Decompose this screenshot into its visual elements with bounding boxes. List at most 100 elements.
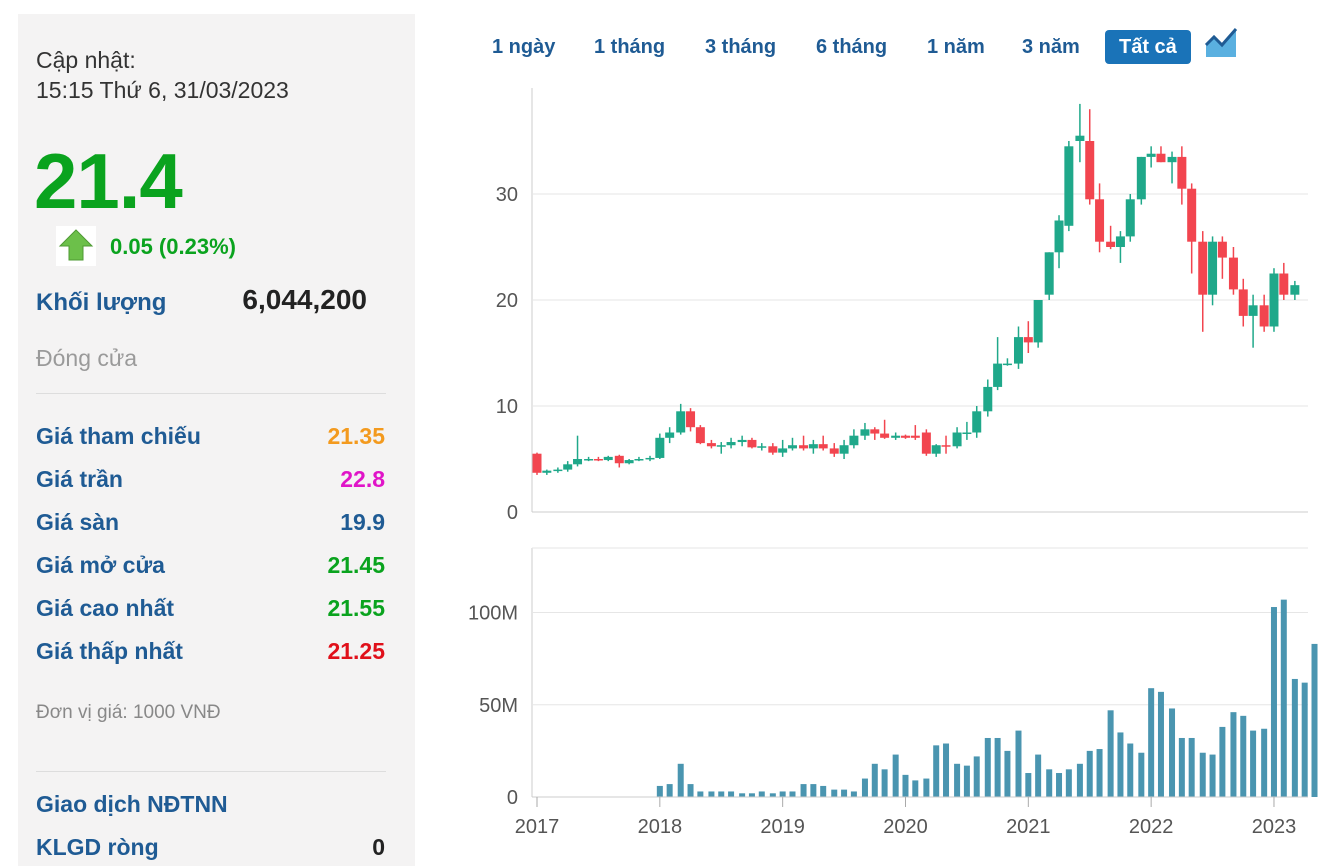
volume-bar [718, 791, 725, 797]
volume-bar [1025, 773, 1032, 797]
tab-all[interactable]: Tất cả [1105, 30, 1191, 64]
volume-bar [1004, 750, 1011, 797]
candle-body [983, 386, 993, 412]
candle-body [614, 455, 624, 464]
candle-body [584, 459, 594, 461]
candle-body [1115, 236, 1125, 247]
tab-1-day[interactable]: 1 ngày [492, 36, 556, 58]
volume-bar [779, 791, 786, 797]
candle-body [747, 439, 757, 448]
foreign-trading-title: Giao dịch NĐTNN [36, 791, 228, 817]
update-time: 15:15 Thứ 6, 31/03/2023 [36, 77, 289, 103]
candle-body [686, 411, 696, 428]
candle-body [593, 459, 603, 461]
volume-bar [739, 793, 746, 797]
volume-bar [1148, 688, 1155, 797]
volume-bar [1046, 769, 1053, 797]
divider [36, 393, 386, 394]
candle-body [1013, 337, 1023, 364]
volume-bar [1065, 769, 1072, 797]
candle-body [829, 448, 839, 454]
candle-body [542, 470, 552, 473]
volume-bar [666, 784, 673, 797]
volume-bar [748, 793, 755, 797]
volume-bar [800, 784, 807, 797]
candle-body [870, 429, 880, 434]
tab-6-months[interactable]: 6 tháng [816, 36, 888, 58]
x-tick-label: 2023 [1252, 816, 1297, 838]
candle-body [931, 445, 941, 454]
candle-body [808, 444, 818, 449]
high-price-label: Giá cao nhất [36, 595, 175, 621]
ref-price-value: 21.35 [327, 423, 385, 449]
candle-body [737, 439, 747, 443]
candle-body [1125, 199, 1135, 237]
candle-body [880, 433, 890, 438]
candle-body [849, 435, 859, 446]
candle-body [900, 435, 910, 438]
volume-bar [1138, 752, 1145, 797]
volume-bar [1199, 752, 1206, 797]
candle-body [716, 445, 726, 447]
tab-1-month[interactable]: 1 tháng [594, 36, 666, 58]
volume-bar [1117, 732, 1124, 797]
volume-bar [1230, 712, 1237, 797]
tab-3-years[interactable]: 3 năm [1022, 36, 1080, 58]
volume-value: 6,044,200 [242, 284, 367, 315]
volume-bar [1311, 643, 1318, 797]
candle-body [1085, 141, 1095, 200]
candle-body [1075, 135, 1085, 141]
candle-body [1167, 156, 1177, 163]
volume-bar [841, 789, 848, 797]
tab-1-year[interactable]: 1 năm [927, 36, 985, 58]
foreign-net-value: 0 [372, 834, 385, 860]
volume-bar [1188, 737, 1195, 797]
tab-3-months[interactable]: 3 tháng [705, 36, 777, 58]
volume-bar [820, 785, 827, 797]
chart-type-icon[interactable] [1204, 27, 1238, 64]
candle-body [1198, 241, 1208, 295]
candle-body [1002, 363, 1012, 366]
ceiling-price-label: Giá trần [36, 466, 123, 492]
candle-body [1106, 241, 1116, 247]
volume-bar [912, 780, 919, 797]
candle-body [1259, 305, 1269, 327]
update-label: Cập nhật: [36, 47, 136, 73]
stock-info-content: Cập nhật: 15:15 Thứ 6, 31/03/2023 21.4 0… [18, 14, 415, 866]
candle-body [799, 445, 809, 449]
current-price: 21.4 [34, 137, 183, 225]
candle-body [1023, 337, 1033, 343]
candle-body [757, 446, 767, 448]
volume-bar [933, 745, 940, 797]
candle-body [1033, 300, 1043, 343]
candle-body [1054, 220, 1064, 253]
price-tick-label: 10 [496, 396, 518, 418]
volume-bar [1056, 773, 1063, 797]
volume-bar [1301, 682, 1308, 797]
market-status: Đóng cửa [36, 345, 138, 371]
volume-bar [758, 791, 765, 797]
candle-body [891, 435, 901, 438]
volume-bar [697, 791, 704, 797]
candle-body [563, 464, 573, 470]
volume-bar [831, 789, 838, 797]
candle-body [1269, 273, 1279, 327]
candle-body [1095, 199, 1105, 242]
volume-bar [656, 785, 663, 797]
candle-body [634, 459, 644, 461]
x-tick-label: 2019 [760, 816, 805, 838]
low-price-value: 21.25 [327, 638, 385, 664]
candle-body [941, 445, 951, 447]
candle-body [787, 445, 797, 449]
candle-body [818, 444, 828, 449]
volume-bar [1250, 730, 1257, 797]
candle-body [726, 442, 736, 446]
candle-body [993, 363, 1003, 387]
volume-bar [1209, 754, 1216, 797]
candle-body [952, 432, 962, 447]
candle-body [1064, 146, 1074, 226]
volume-bar [708, 791, 715, 797]
x-tick-label: 2018 [638, 816, 683, 838]
volume-bar [677, 763, 684, 797]
volume-bar [1127, 743, 1134, 797]
